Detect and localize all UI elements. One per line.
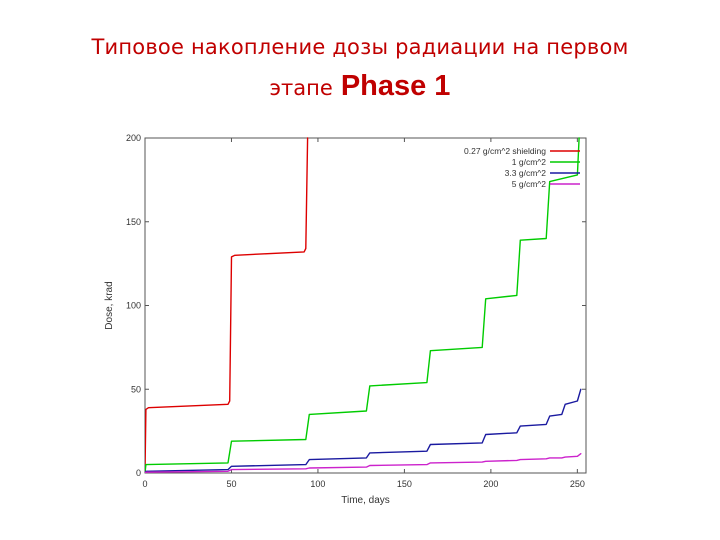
series-lines: [145, 137, 582, 473]
series-line-4: [145, 453, 582, 473]
slide-title-line-2: этапе Phase 1: [0, 68, 720, 108]
x-tick-label: 200: [483, 479, 498, 489]
series-line-2: [145, 137, 580, 473]
y-tick-label: 50: [131, 384, 141, 394]
x-axis-title: Time, days: [341, 495, 390, 506]
x-tick-label: 100: [310, 479, 325, 489]
y-tick-label: 150: [126, 217, 141, 227]
slide-title: Типовое накопление дозы радиации на перв…: [0, 32, 720, 108]
x-tick-label: 250: [570, 479, 585, 489]
legend-label-2: 1 g/cm^2: [512, 157, 546, 167]
slide-title-line-1: Типовое накопление дозы радиации на перв…: [91, 35, 629, 59]
x-tick-label: 150: [397, 479, 412, 489]
series-line-3: [145, 388, 582, 473]
legend-label-3: 3.3 g/cm^2: [505, 168, 547, 178]
legend-label-1: 0.27 g/cm^2 shielding: [464, 146, 546, 156]
x-tick-label: 0: [142, 479, 147, 489]
x-tick-label: 50: [226, 479, 236, 489]
slide-title-stage-word: этапе: [269, 76, 333, 100]
y-tick-label: 0: [136, 468, 141, 478]
y-tick-label: 200: [126, 133, 141, 143]
slide-title-phase: Phase 1: [340, 70, 451, 102]
y-axis-title: Dose, krad: [104, 281, 115, 329]
y-tick-label: 100: [126, 301, 141, 311]
series-line-1: [145, 137, 309, 473]
legend-label-4: 5 g/cm^2: [512, 179, 546, 189]
axis-ticks: 0 50 100 150 200 250 0 50 100 150 200: [126, 133, 586, 489]
